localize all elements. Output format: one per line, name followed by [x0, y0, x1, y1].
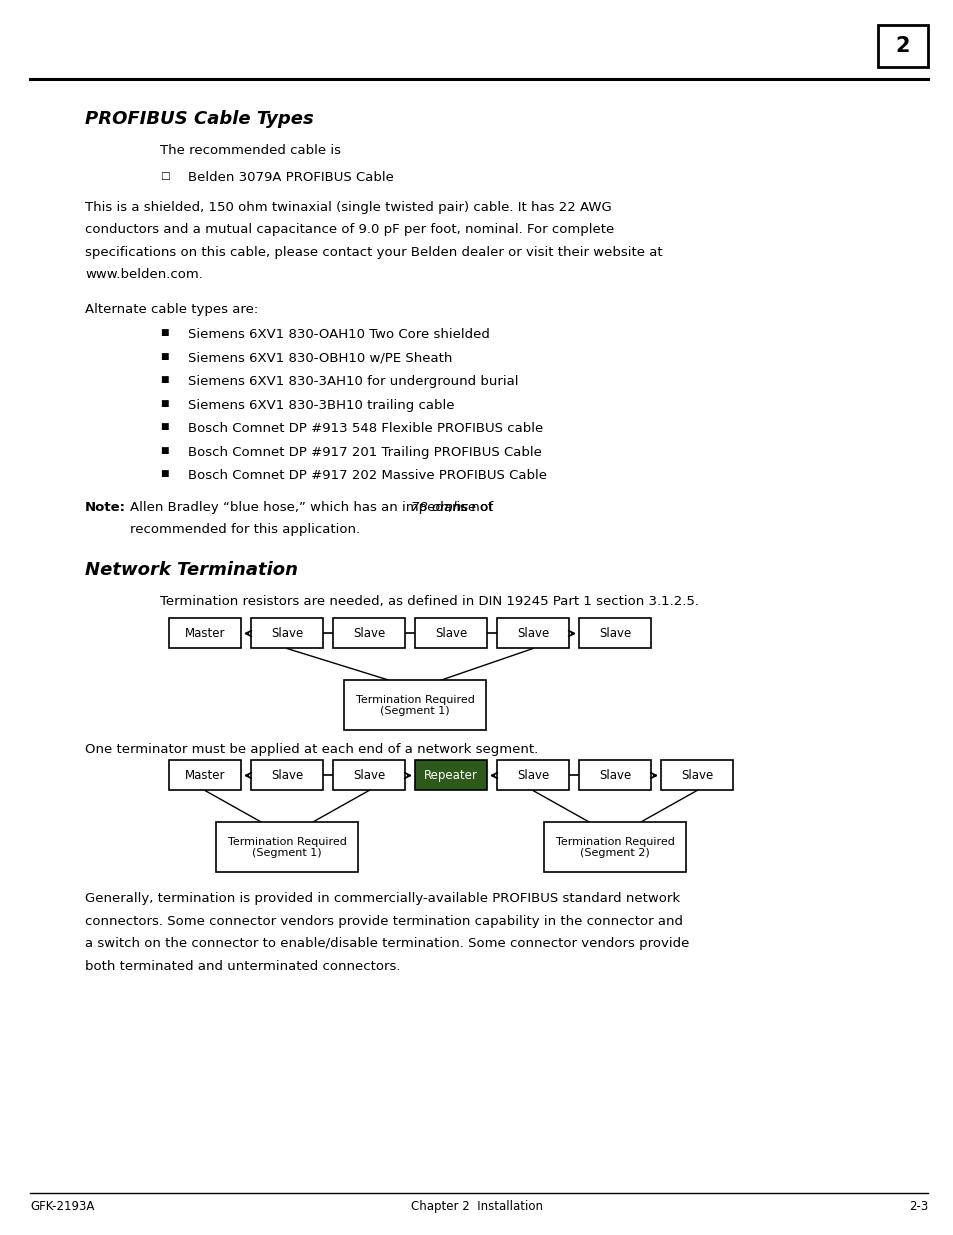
Text: Master: Master [185, 769, 225, 782]
Text: both terminated and unterminated connectors.: both terminated and unterminated connect… [85, 960, 400, 973]
Text: Siemens 6XV1 830-3BH10 trailing cable: Siemens 6XV1 830-3BH10 trailing cable [188, 399, 454, 412]
Text: ■: ■ [160, 446, 169, 454]
Bar [543, 823, 685, 872]
Bar [660, 761, 732, 790]
Text: GFK-2193A: GFK-2193A [30, 1200, 94, 1213]
Text: Termination Required
(Segment 2): Termination Required (Segment 2) [555, 836, 674, 858]
Bar [333, 761, 405, 790]
Text: connectors. Some connector vendors provide termination capability in the connect: connectors. Some connector vendors provi… [85, 915, 682, 927]
Text: Termination resistors are needed, as defined in DIN 19245 Part 1 section 3.1.2.5: Termination resistors are needed, as def… [160, 595, 699, 609]
Text: This is a shielded, 150 ohm twinaxial (single twisted pair) cable. It has 22 AWG: This is a shielded, 150 ohm twinaxial (s… [85, 201, 611, 214]
Text: Siemens 6XV1 830-OAH10 Two Core shielded: Siemens 6XV1 830-OAH10 Two Core shielded [188, 329, 489, 342]
Text: Bosch Comnet DP #917 201 Trailing PROFIBUS Cable: Bosch Comnet DP #917 201 Trailing PROFIB… [188, 446, 541, 459]
Text: ■: ■ [160, 399, 169, 408]
Text: , is not: , is not [448, 501, 493, 514]
Text: ■: ■ [160, 352, 169, 361]
Text: Slave: Slave [271, 769, 303, 782]
Text: Termination Required
(Segment 1): Termination Required (Segment 1) [228, 836, 346, 858]
Text: ■: ■ [160, 329, 169, 337]
Text: Slave: Slave [517, 627, 549, 640]
Bar [578, 761, 650, 790]
Text: Belden 3079A PROFIBUS Cable: Belden 3079A PROFIBUS Cable [188, 170, 394, 184]
Text: Slave: Slave [353, 627, 385, 640]
Text: The recommended cable is: The recommended cable is [160, 144, 340, 157]
Text: ■: ■ [160, 422, 169, 431]
Text: ■: ■ [160, 375, 169, 384]
Text: Slave: Slave [517, 769, 549, 782]
Text: Generally, termination is provided in commercially-available PROFIBUS standard n: Generally, termination is provided in co… [85, 893, 679, 905]
Text: PROFIBUS Cable Types: PROFIBUS Cable Types [85, 110, 314, 128]
Bar [251, 761, 323, 790]
Text: Bosch Comnet DP #913 548 Flexible PROFIBUS cable: Bosch Comnet DP #913 548 Flexible PROFIB… [188, 422, 542, 436]
Text: recommended for this application.: recommended for this application. [130, 524, 359, 536]
Text: Termination Required
(Segment 1): Termination Required (Segment 1) [355, 695, 474, 716]
Text: 2: 2 [895, 36, 909, 56]
Text: Slave: Slave [680, 769, 713, 782]
Text: Master: Master [185, 627, 225, 640]
Text: Network Termination: Network Termination [85, 562, 297, 579]
Bar [415, 761, 486, 790]
Text: Slave: Slave [271, 627, 303, 640]
Text: Note:: Note: [85, 501, 126, 514]
Bar [578, 619, 650, 648]
Text: www.belden.com.: www.belden.com. [85, 268, 203, 282]
Bar [497, 761, 568, 790]
Bar [877, 25, 927, 67]
Bar [215, 823, 357, 872]
Text: Bosch Comnet DP #917 202 Massive PROFIBUS Cable: Bosch Comnet DP #917 202 Massive PROFIBU… [188, 469, 546, 483]
Bar [169, 761, 241, 790]
Bar [497, 619, 568, 648]
Text: □: □ [160, 170, 170, 182]
Text: Alternate cable types are:: Alternate cable types are: [85, 303, 258, 316]
Text: Slave: Slave [598, 627, 631, 640]
Text: Siemens 6XV1 830-3AH10 for underground burial: Siemens 6XV1 830-3AH10 for underground b… [188, 375, 518, 389]
Text: Chapter 2  Installation: Chapter 2 Installation [411, 1200, 542, 1213]
Text: ■: ■ [160, 469, 169, 478]
Bar [333, 619, 405, 648]
Bar [169, 619, 241, 648]
Text: 2-3: 2-3 [908, 1200, 927, 1213]
Text: One terminator must be applied at each end of a network segment.: One terminator must be applied at each e… [85, 743, 537, 757]
Text: 78 omhs: 78 omhs [411, 501, 468, 514]
Text: Allen Bradley “blue hose,” which has an impedance of: Allen Bradley “blue hose,” which has an … [130, 501, 497, 514]
Bar [344, 680, 485, 730]
Text: Siemens 6XV1 830-OBH10 w/PE Sheath: Siemens 6XV1 830-OBH10 w/PE Sheath [188, 352, 452, 366]
Text: Slave: Slave [435, 627, 467, 640]
Text: conductors and a mutual capacitance of 9.0 pF per foot, nominal. For complete: conductors and a mutual capacitance of 9… [85, 224, 614, 236]
Text: specifications on this cable, please contact your Belden dealer or visit their w: specifications on this cable, please con… [85, 246, 662, 259]
Text: Repeater: Repeater [424, 769, 477, 782]
Text: a switch on the connector to enable/disable termination. Some connector vendors : a switch on the connector to enable/disa… [85, 937, 689, 951]
Bar [415, 619, 486, 648]
Text: Slave: Slave [598, 769, 631, 782]
Bar [251, 619, 323, 648]
Text: Slave: Slave [353, 769, 385, 782]
